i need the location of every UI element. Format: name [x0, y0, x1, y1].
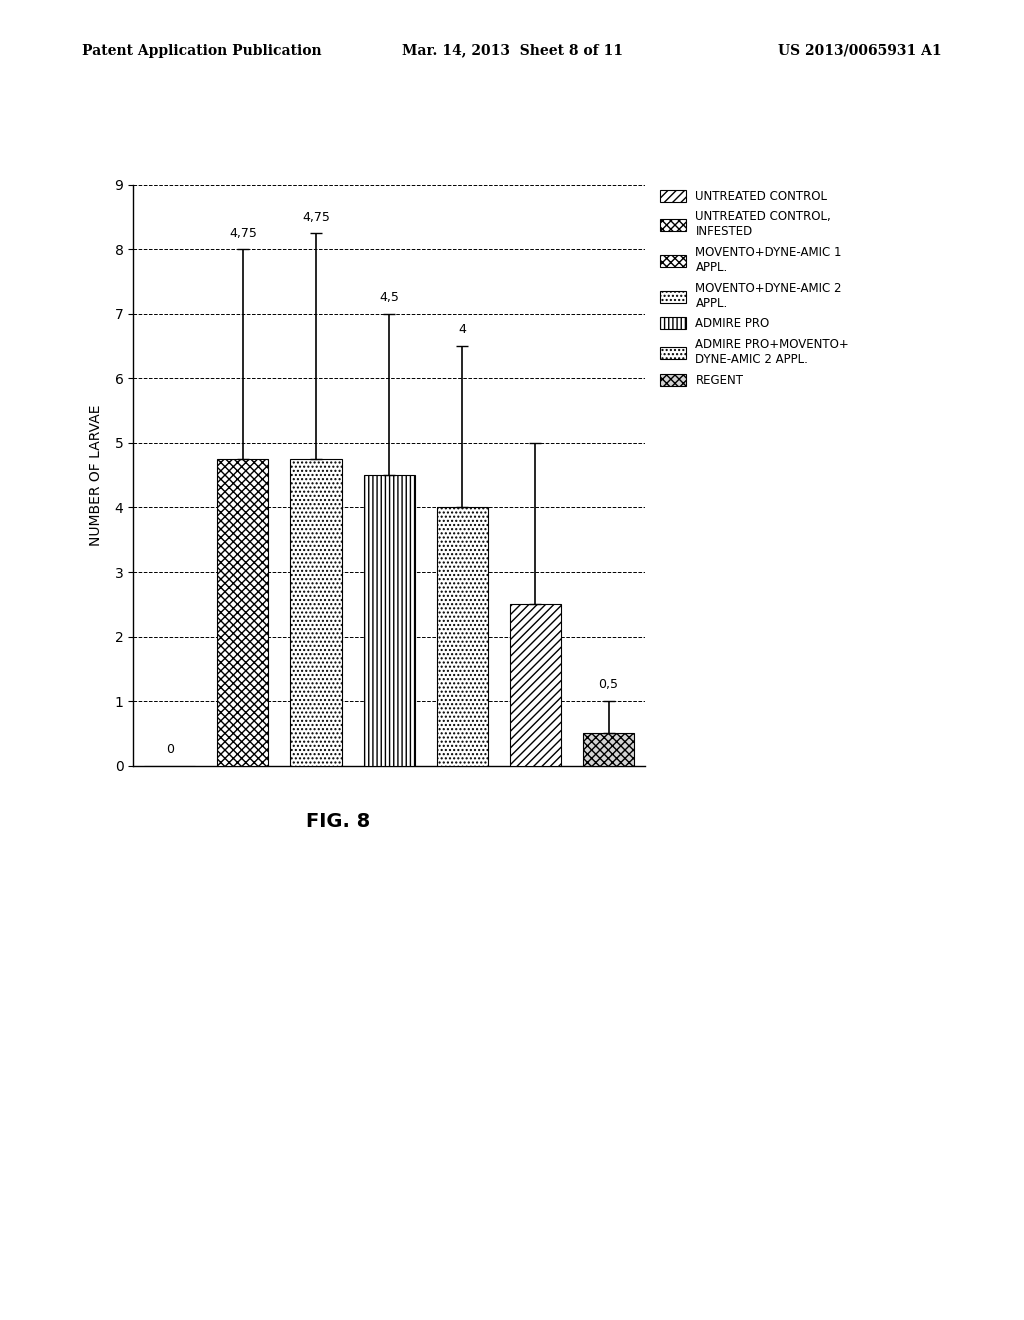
Bar — [583, 734, 634, 766]
Bar — [510, 605, 561, 766]
Bar — [217, 459, 268, 766]
Text: 0,5: 0,5 — [599, 678, 618, 692]
Bar — [364, 475, 415, 766]
Y-axis label: NUMBER OF LARVAE: NUMBER OF LARVAE — [89, 404, 103, 546]
Text: 4,5: 4,5 — [379, 292, 399, 304]
Text: Patent Application Publication: Patent Application Publication — [82, 44, 322, 58]
Text: 4,75: 4,75 — [229, 227, 257, 240]
Legend: UNTREATED CONTROL, UNTREATED CONTROL,
INFESTED, MOVENTO+DYNE-AMIC 1
APPL., MOVEN: UNTREATED CONTROL, UNTREATED CONTROL, IN… — [655, 185, 854, 392]
Text: 4: 4 — [459, 323, 466, 337]
Bar — [291, 459, 342, 766]
Text: 0: 0 — [166, 743, 174, 756]
Text: US 2013/0065931 A1: US 2013/0065931 A1 — [778, 44, 942, 58]
Text: FIG. 8: FIG. 8 — [306, 812, 370, 830]
Bar — [436, 507, 487, 766]
Text: Mar. 14, 2013  Sheet 8 of 11: Mar. 14, 2013 Sheet 8 of 11 — [401, 44, 623, 58]
Text: 4,75: 4,75 — [302, 210, 330, 223]
